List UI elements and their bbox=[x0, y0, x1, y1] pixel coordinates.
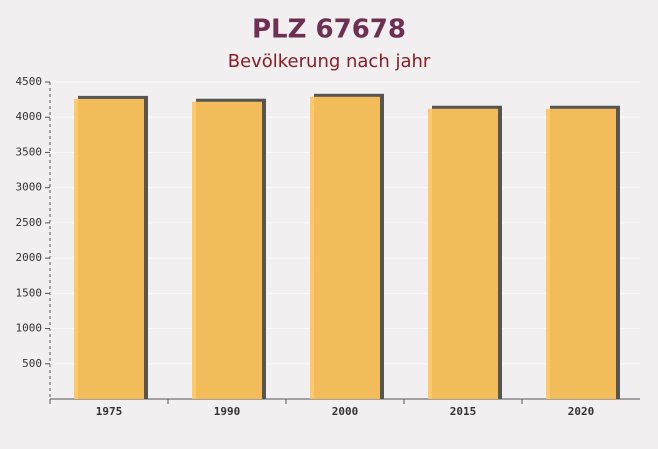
x-tick-label: 2020 bbox=[568, 405, 595, 418]
bar bbox=[546, 108, 616, 399]
y-tick-label: 2000 bbox=[16, 251, 43, 264]
y-tick-label: 2500 bbox=[16, 216, 43, 229]
y-tick-label: 3000 bbox=[16, 181, 43, 194]
bar bbox=[192, 101, 262, 400]
x-tick-label: 2000 bbox=[332, 405, 359, 418]
chart-subtitle: Bevölkerung nach jahr bbox=[228, 51, 431, 72]
bar bbox=[310, 96, 380, 399]
bar bbox=[74, 98, 144, 399]
y-tick-label: 500 bbox=[22, 357, 42, 370]
y-tick-label: 4000 bbox=[16, 110, 43, 123]
x-tick-label: 1990 bbox=[214, 405, 241, 418]
bar bbox=[428, 108, 498, 399]
x-tick-label: 2015 bbox=[450, 405, 477, 418]
y-tick-label: 4500 bbox=[16, 75, 43, 88]
x-tick-label: 1975 bbox=[96, 405, 123, 418]
y-tick-label: 3500 bbox=[16, 145, 43, 158]
chart-title: PLZ 67678 bbox=[252, 15, 406, 45]
y-tick-label: 1000 bbox=[16, 322, 43, 335]
y-tick-label: 1500 bbox=[16, 286, 43, 299]
